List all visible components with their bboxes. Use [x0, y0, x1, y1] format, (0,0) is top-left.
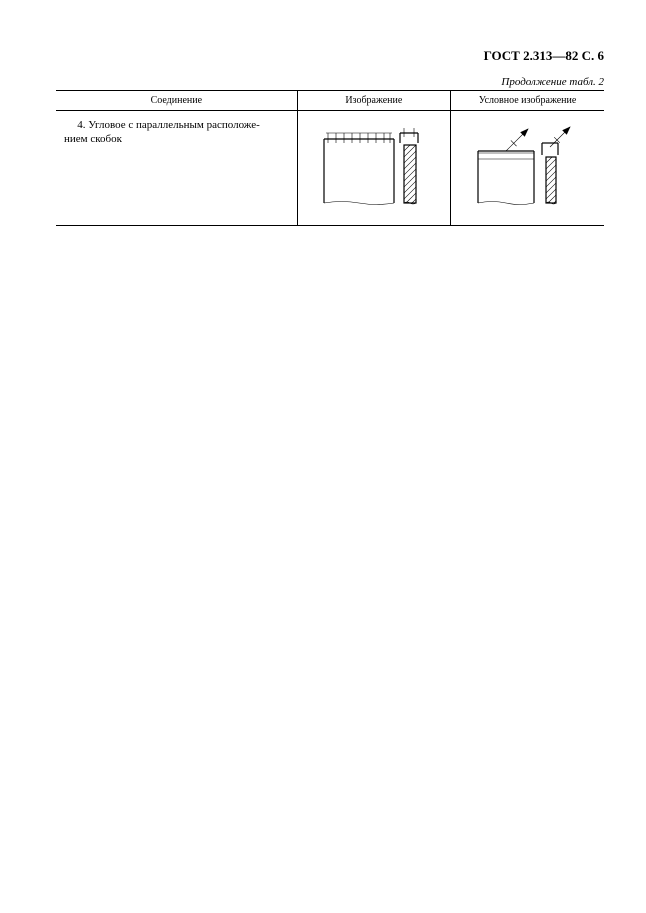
col-header-image: Изображение	[297, 91, 450, 111]
col-header-connection: Соединение	[56, 91, 297, 111]
table-header-row: Соединение Изображение Условное изображе…	[56, 91, 604, 111]
page: ГОСТ 2.313—82 С. 6 Продолжение табл. 2 С…	[0, 0, 646, 913]
data-table: Соединение Изображение Условное изображе…	[56, 90, 604, 226]
connection-text-line2: нием скобок	[64, 133, 122, 145]
cell-symbol-figure	[451, 111, 604, 226]
cell-connection-text: 4. Угловое с параллельным расположе- ние…	[56, 111, 297, 226]
connection-text-line1: 4. Угловое с параллельным расположе-	[77, 119, 260, 131]
document-id: ГОСТ 2.313—82 С. 6	[56, 48, 604, 64]
connection-text: 4. Угловое с параллельным расположе- ние…	[64, 119, 291, 147]
drawing-symbolic-icon	[470, 121, 588, 217]
drawing-detailed-icon	[316, 121, 434, 217]
col-header-symbol: Условное изображение	[451, 91, 604, 111]
cell-image-figure	[297, 111, 450, 226]
table-continuation-label: Продолжение табл. 2	[56, 76, 604, 88]
table-row: 4. Угловое с параллельным расположе- ние…	[56, 111, 604, 226]
